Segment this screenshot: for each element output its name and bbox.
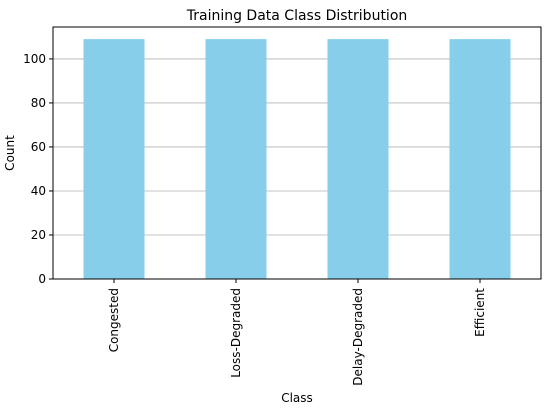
y-tick-label: 100 bbox=[23, 52, 46, 66]
y-tick-label: 0 bbox=[38, 272, 46, 286]
y-tick-label: 60 bbox=[31, 140, 46, 154]
bar bbox=[83, 39, 145, 280]
y-tick-label: 40 bbox=[31, 184, 46, 198]
x-tick-label: Delay-Degraded bbox=[351, 288, 365, 386]
bar bbox=[449, 39, 511, 280]
y-tick-label: 20 bbox=[31, 228, 46, 242]
y-axis-label: Count bbox=[3, 135, 17, 171]
bar bbox=[205, 39, 267, 280]
x-axis-label: Class bbox=[281, 391, 313, 405]
plot-frame bbox=[52, 26, 542, 280]
bar bbox=[327, 39, 389, 280]
x-tick-label: Efficient bbox=[473, 288, 487, 337]
x-tick-label: Loss-Degraded bbox=[229, 288, 243, 378]
chart-title: Training Data Class Distribution bbox=[186, 8, 408, 24]
x-tick-label: Congested bbox=[107, 288, 121, 352]
y-tick-label: 80 bbox=[31, 96, 46, 110]
